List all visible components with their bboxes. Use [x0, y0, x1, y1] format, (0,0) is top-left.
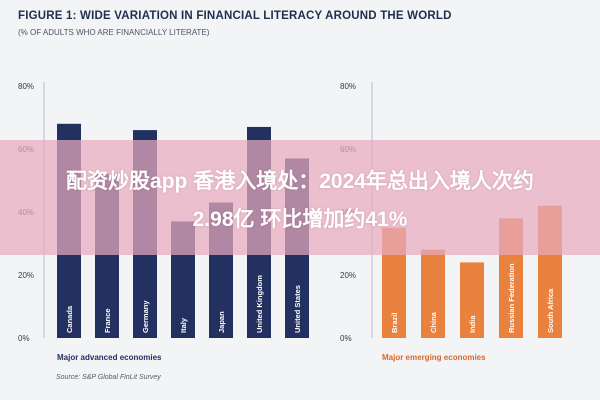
bar-category-label: Italy	[179, 317, 188, 333]
overlay-banner	[0, 140, 600, 255]
bar-category-label: Brazil	[390, 313, 399, 333]
bar-category-label: China	[429, 311, 438, 333]
bar-category-label: Canada	[65, 305, 74, 333]
y-tick-label: 80%	[340, 82, 356, 91]
y-tick-label: 20%	[18, 271, 34, 280]
y-tick-label: 20%	[340, 271, 356, 280]
chart-subtitle: (% OF ADULTS WHO ARE FINANCIALLY LITERAT…	[18, 28, 210, 37]
chart-title: FIGURE 1: WIDE VARIATION IN FINANCIAL LI…	[18, 10, 452, 22]
bar-category-label: South Africa	[546, 288, 555, 333]
bar-category-label: Russian Federation	[507, 263, 516, 333]
source-note: Source: S&P Global FinLit Survey	[56, 374, 161, 381]
overlay-headline-line2: 2.98亿 环比增加约41%	[192, 208, 408, 231]
bar-category-label: India	[468, 315, 477, 333]
y-tick-label: 0%	[340, 334, 352, 343]
bar-category-label: United States	[293, 285, 302, 333]
bar-china	[421, 249, 445, 338]
y-tick-label: 0%	[18, 334, 30, 343]
y-tick-label: 80%	[18, 82, 34, 91]
bar-category-label: Germany	[141, 300, 150, 333]
bar-category-label: Japan	[217, 311, 226, 333]
x-axis-label: Major advanced economies	[57, 353, 162, 362]
bar-category-label: France	[103, 308, 112, 333]
bar-category-label: United Kingdom	[255, 275, 264, 333]
overlay-headline-line1: 配资炒股app 香港入境处：2024年总出入境人次约	[66, 170, 534, 193]
x-axis-label: Major emerging economies	[382, 353, 486, 362]
bar-india	[460, 262, 484, 338]
